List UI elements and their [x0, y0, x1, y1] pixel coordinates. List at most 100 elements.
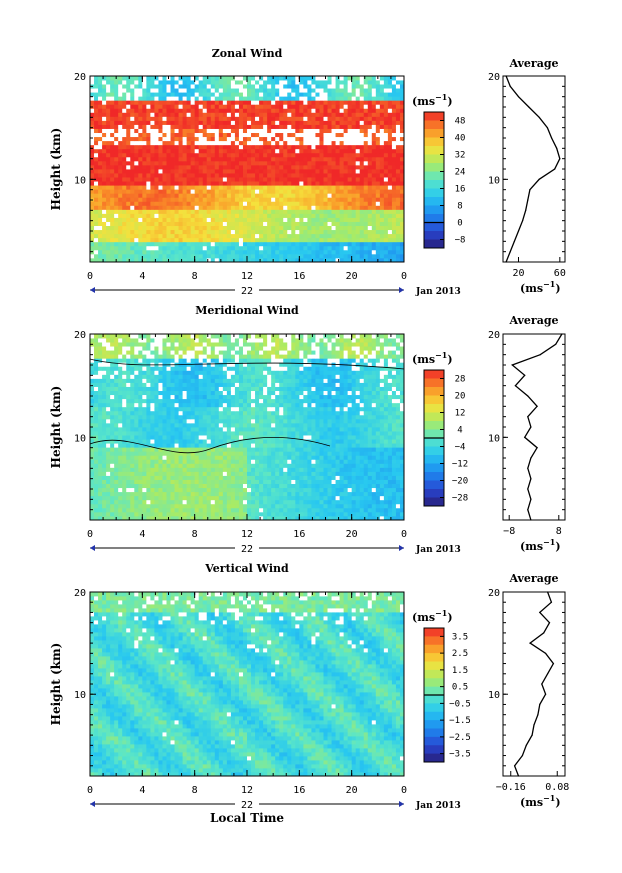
heatmap-cell [90, 124, 95, 129]
heatmap-cell [110, 209, 115, 214]
heatmap-cell [170, 471, 175, 476]
heatmap-cell [238, 177, 244, 182]
heatmap-cell [174, 495, 179, 501]
heatmap-cell [251, 181, 256, 186]
heatmap-cell [387, 217, 393, 222]
heatmap-cell [347, 92, 353, 97]
heatmap-cell [267, 193, 272, 198]
heatmap-cell [226, 160, 232, 166]
heatmap-cell [399, 108, 405, 113]
heatmap-cell [226, 193, 232, 198]
heatmap-cell [363, 471, 369, 476]
profile-point [538, 178, 540, 180]
heatmap-cell [351, 221, 357, 227]
heatmap-cell [118, 217, 123, 222]
heatmap-cell [383, 128, 389, 134]
heatmap-cell [158, 253, 163, 259]
heatmap-cell [138, 96, 143, 101]
heatmap-cell [202, 515, 208, 521]
heatmap-cell [90, 193, 95, 198]
heatmap-cell [178, 173, 183, 178]
heatmap-cell [90, 205, 95, 210]
heatmap-cell [122, 189, 127, 194]
heatmap-cell [363, 84, 369, 89]
heatmap-cell [210, 217, 216, 222]
heatmap-cell [222, 515, 228, 521]
heatmap-cell [106, 455, 111, 460]
heatmap-cell [247, 459, 252, 464]
heatmap-cell [142, 225, 147, 231]
heatmap-cell [206, 181, 212, 186]
heatmap-cell [198, 257, 204, 263]
heatmap-cell [146, 233, 151, 239]
heatmap-cell [295, 249, 300, 255]
heatmap-cell [134, 177, 139, 182]
heatmap-cell [126, 225, 131, 231]
heatmap-cell [222, 156, 228, 162]
heatmap-cell [259, 112, 264, 117]
heatmap-cell [162, 213, 167, 218]
heatmap-cell [379, 84, 385, 89]
heatmap-cell [343, 80, 349, 85]
heatmap-cell [303, 185, 308, 190]
heatmap-cell [279, 487, 284, 493]
heatmap-cell [279, 160, 284, 166]
heatmap-cell [226, 181, 232, 186]
heatmap-cell [343, 104, 349, 109]
heatmap-cell [267, 185, 272, 190]
heatmap-cell [315, 491, 320, 497]
heatmap-cell [275, 475, 280, 480]
heatmap-cell [279, 104, 284, 109]
heatmap-cell [283, 245, 288, 251]
heatmap-cell [170, 152, 175, 158]
heatmap-cell [375, 483, 381, 489]
heatmap-cell [319, 164, 324, 170]
heatmap-cell [315, 169, 320, 174]
heatmap-cell [267, 160, 272, 166]
heatmap-cell [162, 185, 167, 190]
heatmap-cell [295, 100, 300, 105]
heatmap-cell [102, 245, 107, 251]
heatmap-cell [118, 245, 123, 251]
heatmap-cell [375, 495, 381, 501]
heatmap-cell [319, 156, 324, 162]
heatmap-cell [395, 177, 401, 182]
heatmap-cell [311, 173, 316, 178]
heatmap-cell [146, 132, 151, 138]
heatmap-cell [335, 112, 340, 117]
heatmap-cell [206, 491, 212, 497]
heatmap-cell [122, 249, 127, 255]
heatmap-cell [391, 177, 397, 182]
heatmap-cell [399, 487, 405, 493]
heatmap-cell [158, 104, 163, 109]
heatmap-cell [230, 237, 236, 243]
heatmap-cell [138, 507, 143, 513]
heatmap-cell [247, 164, 252, 170]
heatmap-cell [186, 471, 192, 476]
heatmap-cell [198, 156, 204, 162]
heatmap-cell [347, 112, 353, 117]
heatmap-cell [218, 148, 224, 154]
heatmap-cell [339, 132, 345, 138]
x-tick-label: 12 [241, 271, 253, 282]
heatmap-cell [339, 177, 345, 182]
heatmap-cell [311, 241, 316, 247]
heatmap-cell [355, 201, 361, 206]
heatmap-cell [327, 124, 332, 129]
heatmap-cell [190, 225, 196, 231]
heatmap-cell [391, 491, 397, 497]
heatmap-cell [230, 164, 236, 170]
heatmap-cell [359, 104, 365, 109]
heatmap-cell [371, 515, 377, 521]
heatmap-cell [210, 173, 216, 178]
heatmap-cell [267, 112, 272, 117]
heatmap-cell [182, 249, 188, 255]
heatmap-cell [351, 201, 357, 206]
heatmap-cell [347, 495, 353, 501]
heatmap-cell [383, 487, 389, 493]
heatmap-cell [102, 84, 107, 89]
heatmap-cell [287, 76, 292, 81]
heatmap-cell [114, 209, 119, 214]
heatmap-cell [166, 152, 171, 158]
heatmap-cell [375, 128, 381, 134]
